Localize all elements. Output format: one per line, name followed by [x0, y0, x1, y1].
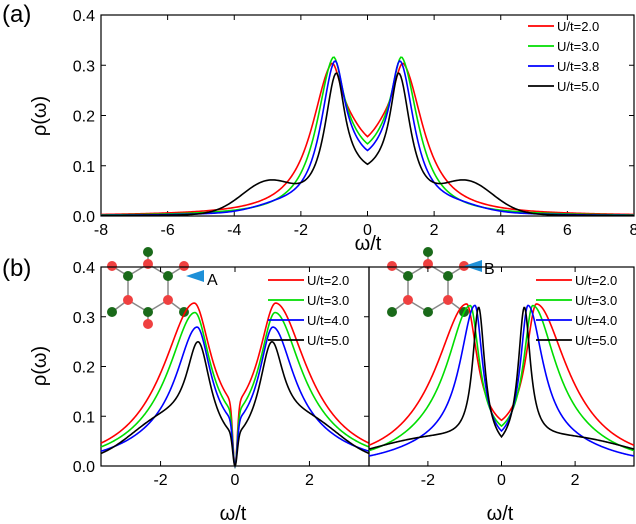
series-line-u-t-3-8: [100, 60, 635, 217]
legend-label: U/t=5.0: [575, 333, 617, 348]
x-tick-label: -2: [421, 472, 435, 489]
series-line-u-t-5-0: [368, 306, 635, 450]
series-line-u-t-3-0: [100, 56, 635, 216]
series-line-u-t-4-0: [368, 304, 635, 457]
legend-label: U/t=2.0: [575, 273, 617, 288]
legend-label: U/t=2.0: [557, 19, 599, 34]
y-tick-label: 0.4: [73, 260, 95, 277]
x-tick-label: 2: [571, 472, 580, 489]
x-tick-label: -8: [94, 222, 108, 239]
y-tick-label: 0.4: [73, 8, 95, 25]
y-tick-label: 0.2: [73, 360, 95, 377]
panel-a-label: (a): [2, 1, 31, 28]
x-tick-label: 4: [496, 222, 505, 239]
lattice-inset-b: [387, 247, 469, 317]
y-tick-label: 0.3: [73, 310, 95, 327]
legend-label: U/t=2.0: [307, 273, 349, 288]
x-tick-label: -2: [294, 222, 308, 239]
legend-label: U/t=5.0: [307, 333, 349, 348]
legend-label: U/t=4.0: [307, 313, 349, 328]
legend-label: U/t=4.0: [575, 313, 617, 328]
y-tick-label: 0.1: [73, 409, 95, 426]
series-line-u-t-5-0: [100, 72, 635, 217]
panel-b-left-xlabel: ω/t: [220, 503, 247, 524]
series-line-u-t-5-0: [100, 340, 370, 468]
y-tick-label: 0.0: [73, 459, 95, 476]
y-tick-label: 0.2: [73, 109, 95, 126]
lattice-inset-a: [107, 247, 189, 329]
legend-label: U/t=3.8: [557, 59, 599, 74]
panel-b-ylabel: ρ(ω): [29, 346, 51, 386]
x-tick-label: -4: [227, 222, 241, 239]
annotation-b: B: [484, 261, 495, 278]
x-tick-label: -6: [161, 222, 175, 239]
x-tick-label: 8: [630, 222, 636, 239]
panel-b-label: (b): [2, 255, 31, 282]
legend-label: U/t=3.0: [307, 293, 349, 308]
series-line-u-t-2-0: [368, 303, 635, 446]
legend-label: U/t=5.0: [557, 79, 599, 94]
annotation-a: A: [207, 272, 218, 289]
arrow-b-icon: [464, 260, 482, 272]
legend-label: U/t=3.0: [575, 293, 617, 308]
y-tick-label: 0.3: [73, 58, 95, 75]
legend-label: U/t=3.0: [557, 39, 599, 54]
x-tick-label: 0: [363, 222, 372, 239]
y-tick-label: 0.0: [73, 209, 95, 226]
panel-a-xlabel: ω/t: [355, 233, 382, 255]
x-tick-label: 2: [430, 222, 439, 239]
series-line-u-t-3-0: [368, 304, 635, 452]
x-tick-label: 0: [497, 472, 506, 489]
x-tick-label: 0: [231, 472, 240, 489]
panel-0-frame: [100, 14, 635, 217]
x-tick-label: 2: [305, 472, 314, 489]
panel-b-right-xlabel: ω/t: [487, 503, 514, 524]
panel-a-ylabel: ρ(ω): [29, 96, 51, 136]
y-tick-label: 0.1: [73, 159, 95, 176]
x-tick-label: 6: [563, 222, 572, 239]
x-tick-label: -2: [153, 472, 167, 489]
arrow-a-icon: [186, 270, 204, 282]
series-line-u-t-2-0: [100, 62, 635, 216]
